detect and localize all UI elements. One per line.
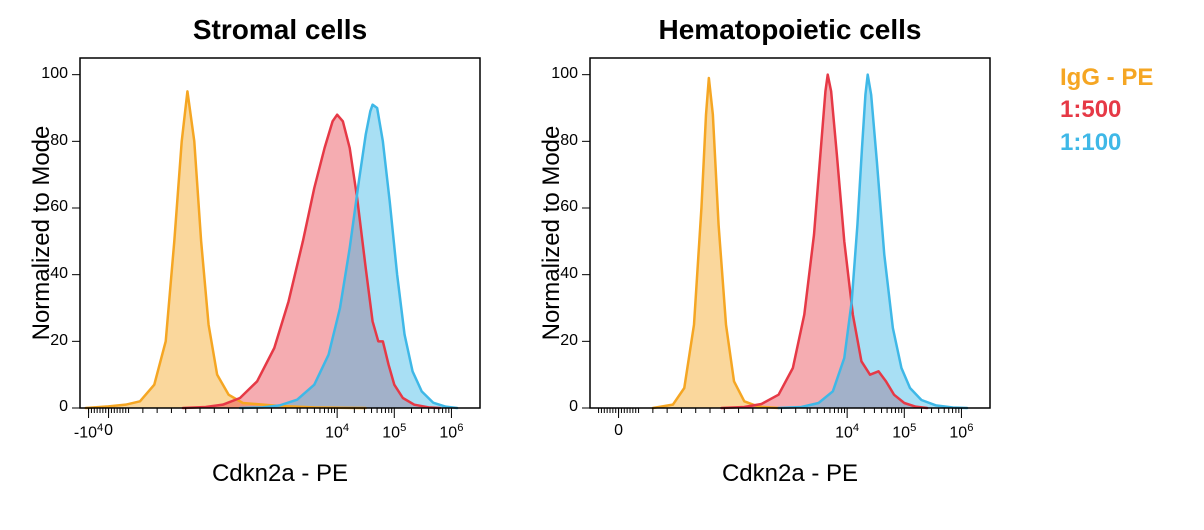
y-tick-label: 80 (36, 132, 68, 150)
y-tick-label: 40 (36, 265, 68, 283)
y-tick-label: 40 (546, 265, 578, 283)
x-tick-label: -104 (65, 422, 113, 442)
y-tick-label: 0 (36, 398, 68, 416)
y-tick-label: 80 (546, 132, 578, 150)
legend-item: 1:100 (1060, 127, 1153, 159)
y-tick-label: 60 (36, 198, 68, 216)
y-tick-label: 60 (546, 198, 578, 216)
y-tick-label: 20 (546, 332, 578, 350)
legend-item: IgG - PE (1060, 62, 1153, 94)
y-tick-label: 0 (546, 398, 578, 416)
x-axis-label: Cdkn2a - PE (80, 460, 480, 488)
x-tick-label: 105 (374, 422, 414, 442)
x-tick-label: 106 (431, 422, 471, 442)
plot-hematopoietic (570, 38, 1010, 428)
legend: IgG - PE1:5001:100 (1060, 62, 1153, 159)
y-axis-label: Normalized to Mode (28, 58, 56, 408)
y-tick-label: 100 (36, 65, 68, 83)
x-axis-label: Cdkn2a - PE (590, 460, 990, 488)
x-tick-label: 0 (599, 422, 639, 440)
x-tick-label: 104 (827, 422, 867, 442)
y-tick-label: 100 (546, 65, 578, 83)
plot-stromal (60, 38, 500, 428)
y-tick-label: 20 (36, 332, 68, 350)
figure-root: IgG - PE1:5001:100Stromal cellsNormalize… (0, 0, 1204, 530)
legend-item: 1:500 (1060, 94, 1153, 126)
x-tick-label: 104 (317, 422, 357, 442)
y-axis-label: Normalized to Mode (538, 58, 566, 408)
x-tick-label: 105 (884, 422, 924, 442)
x-tick-label: 106 (941, 422, 981, 442)
